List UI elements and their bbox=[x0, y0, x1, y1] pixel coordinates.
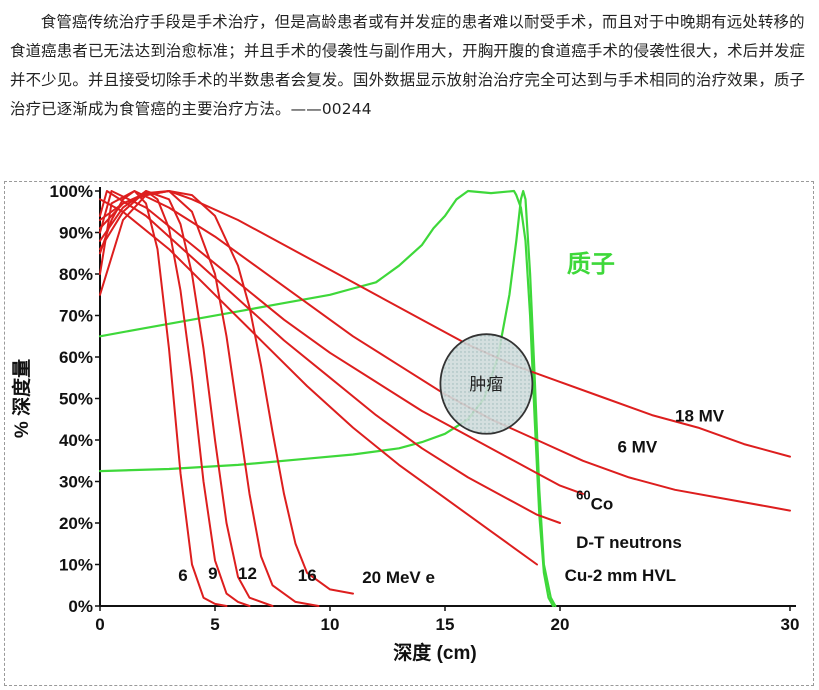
proton-curve bbox=[98, 189, 555, 608]
x-axis-label: 深度 (cm) bbox=[393, 641, 476, 664]
x-tick-label: 5 bbox=[210, 615, 219, 634]
y-tick-label: 60% bbox=[59, 348, 93, 367]
dose-curve-20-mev-e bbox=[99, 190, 354, 595]
series-label: Cu-2 mm HVL bbox=[565, 566, 676, 585]
proton-curve bbox=[98, 189, 557, 608]
tumor-label: 肿瘤 bbox=[469, 375, 503, 394]
series-label: 6 bbox=[178, 566, 187, 585]
series-label-60co: 60Co bbox=[576, 487, 613, 513]
y-tick-label: 70% bbox=[59, 307, 93, 326]
y-tick-label: 40% bbox=[59, 431, 93, 450]
y-tick-label: 30% bbox=[59, 473, 93, 492]
tumor-region bbox=[439, 333, 534, 435]
series-label: 20 MeV e bbox=[362, 568, 435, 587]
dose-curve-9 bbox=[99, 190, 251, 607]
dose-curve-6 bbox=[99, 190, 228, 607]
series-labels: 质子 18 MV 6 MV D-T neutrons Cu-2 mm HVL 6 9 12 16… bbox=[178, 251, 725, 587]
series-label: 18 MV bbox=[675, 406, 725, 425]
chart-frame bbox=[4, 181, 814, 686]
dose-curve-6-mv bbox=[99, 190, 791, 512]
dose-curve-16 bbox=[99, 190, 320, 607]
y-tick-label: 0% bbox=[68, 597, 93, 616]
caption-paragraph: 食管癌传统治疗手段是手术治疗，但是高龄患者或有并发症的患者难以耐受手术，而且对于… bbox=[10, 13, 806, 118]
dose-curve-d-t-neutrons bbox=[99, 190, 561, 524]
series-lines bbox=[98, 189, 791, 608]
x-tick-label: 15 bbox=[436, 615, 455, 634]
x-tick-label: 20 bbox=[551, 615, 570, 634]
y-axis-label: % 深度量 bbox=[10, 359, 33, 438]
series-label: 9 bbox=[208, 564, 217, 583]
y-tick-label: 90% bbox=[59, 224, 93, 243]
series-label: 6 MV bbox=[618, 437, 658, 456]
y-tick-label: 10% bbox=[59, 556, 93, 575]
series-label: 质子 bbox=[567, 251, 615, 278]
series-label: 16 bbox=[298, 566, 317, 585]
x-tick-label: 0 bbox=[95, 615, 104, 634]
x-tick-label: 30 bbox=[781, 615, 800, 634]
y-tick-label: 80% bbox=[59, 265, 93, 284]
dose-curve-cu-2-mm-hvl bbox=[99, 198, 538, 566]
y-tick-label: 50% bbox=[59, 390, 93, 409]
depth-dose-chart: 0% 10% 20% 30% 40% 50% 60% 70% 80% 90% 100% 0 5 10 15 2… bbox=[10, 182, 799, 664]
axes: 0% 10% 20% 30% 40% 50% 60% 70% 80% 90% 100% 0 5 10 15 2… bbox=[10, 182, 799, 664]
dose-curve-12 bbox=[99, 190, 274, 607]
y-tick-label: 100% bbox=[50, 182, 93, 201]
series-label: 12 bbox=[238, 564, 257, 583]
tumor-ellipse: 肿瘤 bbox=[439, 333, 534, 435]
series-label: D-T neutrons bbox=[576, 533, 682, 552]
dose-curve-60co bbox=[99, 190, 584, 495]
y-tick-label: 20% bbox=[59, 514, 93, 533]
x-tick-label: 10 bbox=[321, 615, 340, 634]
